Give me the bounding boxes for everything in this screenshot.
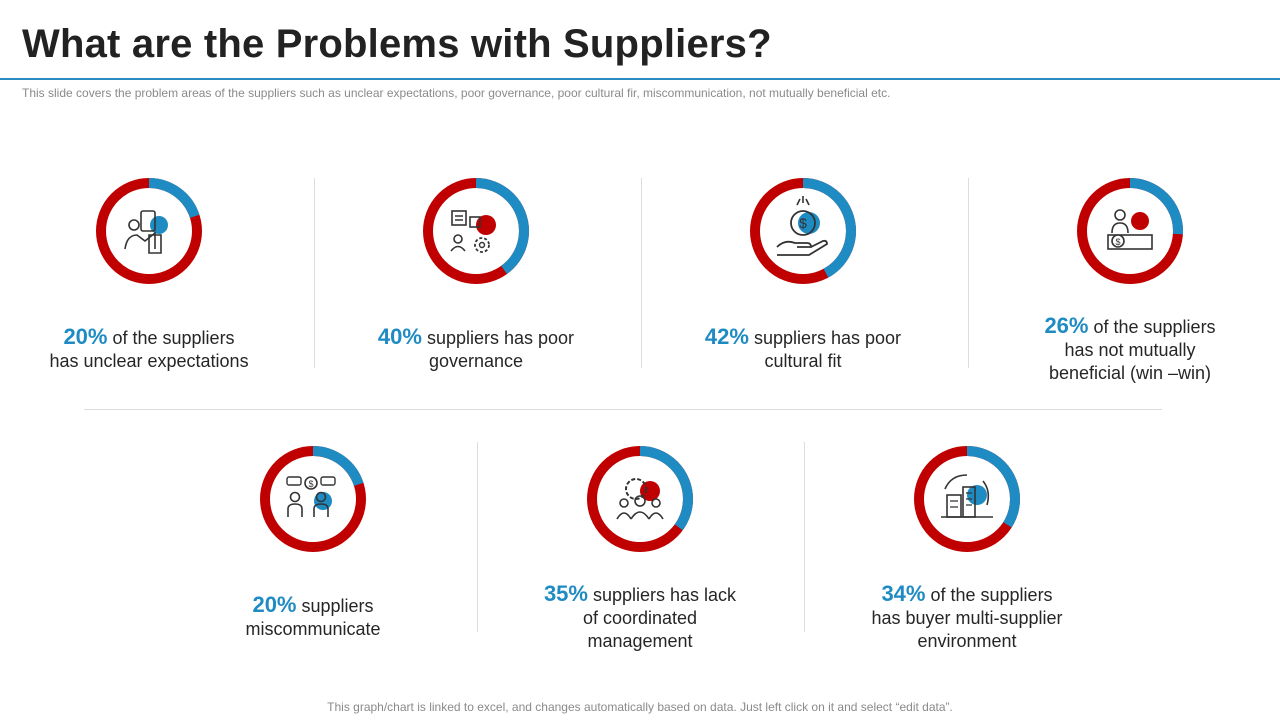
donut-chart: $ (750, 178, 856, 284)
donut-value-arc (750, 178, 856, 284)
svg-text:$: $ (799, 215, 807, 231)
stat-text: of the suppliers (107, 328, 235, 348)
stat-caption: 20% suppliers miscommunicate (163, 593, 463, 641)
stat-text: has unclear expectations (49, 351, 249, 371)
team-gear-icon (616, 478, 664, 520)
stat-text: suppliers has lack (587, 585, 737, 605)
page-title: What are the Problems with Suppliers? (22, 22, 772, 66)
governance-icon (450, 210, 496, 253)
stat-percent: 26% (1044, 313, 1089, 338)
donut-chart (423, 178, 529, 284)
stat-caption: 26% of the suppliers has not mutually be… (980, 314, 1280, 385)
svg-text:$: $ (308, 479, 313, 489)
stat-text: suppliers (296, 596, 374, 616)
page-subtitle: This slide covers the problem areas of t… (22, 86, 891, 100)
column-divider (477, 442, 478, 632)
column-divider (804, 442, 805, 632)
stat-text: has not mutually (1064, 340, 1196, 360)
money-hand-icon: $ (776, 196, 828, 256)
stat-text: miscommunicate (245, 619, 381, 639)
stat-text: of coordinated (582, 608, 698, 628)
donut-chart (587, 446, 693, 552)
donut-chart (914, 446, 1020, 552)
stat-text: of the suppliers (925, 585, 1053, 605)
donut-value-arc (1077, 178, 1183, 284)
stat-caption: 34% of the suppliers has buyer multi-sup… (817, 582, 1117, 653)
stat-text: has buyer multi-supplier (871, 608, 1063, 628)
stat-text: governance (428, 351, 524, 371)
stat-percent: 42% (704, 324, 749, 349)
donut-chart: $ (260, 446, 366, 552)
donut-chart (96, 178, 202, 284)
donut-value-arc (423, 178, 529, 284)
stat-percent: 20% (63, 324, 108, 349)
donut-value-arc (914, 446, 1020, 552)
stat-percent: 35% (543, 581, 588, 606)
donut-value-arc (96, 178, 202, 284)
buildings-icon (941, 474, 993, 518)
stat-caption: 20% of the suppliers has unclear expecta… (0, 325, 299, 373)
donut-value-arc (587, 446, 693, 552)
stat-text: beneficial (win –win) (1048, 363, 1212, 383)
handshake-icon (124, 210, 168, 254)
donut-chart: $ (1077, 178, 1183, 284)
title-divider (0, 78, 1280, 80)
footer-note: This graph/chart is linked to excel, and… (327, 700, 953, 714)
stat-caption: 42% suppliers has poor cultural fit (653, 325, 953, 373)
stat-caption: 40% suppliers has poor governance (326, 325, 626, 373)
column-divider (314, 178, 315, 368)
row-divider (84, 409, 1162, 410)
column-divider (641, 178, 642, 368)
stat-text: environment (917, 631, 1017, 651)
stat-percent: 20% (252, 592, 297, 617)
column-divider (968, 178, 969, 368)
meeting-icon: $ (286, 476, 336, 517)
stat-text: cultural fit (764, 351, 842, 371)
stat-percent: 34% (881, 581, 926, 606)
donut-value-arc (260, 446, 366, 552)
stat-text: suppliers has poor (421, 328, 575, 348)
stat-caption: 35% suppliers has lack of coordinated ma… (490, 582, 790, 653)
stat-percent: 40% (377, 324, 422, 349)
stat-text: of the suppliers (1088, 317, 1216, 337)
stat-text: suppliers has poor (748, 328, 902, 348)
stat-text: management (587, 631, 693, 651)
svg-text:$: $ (1115, 237, 1120, 247)
negotiation-icon: $ (1107, 209, 1153, 250)
